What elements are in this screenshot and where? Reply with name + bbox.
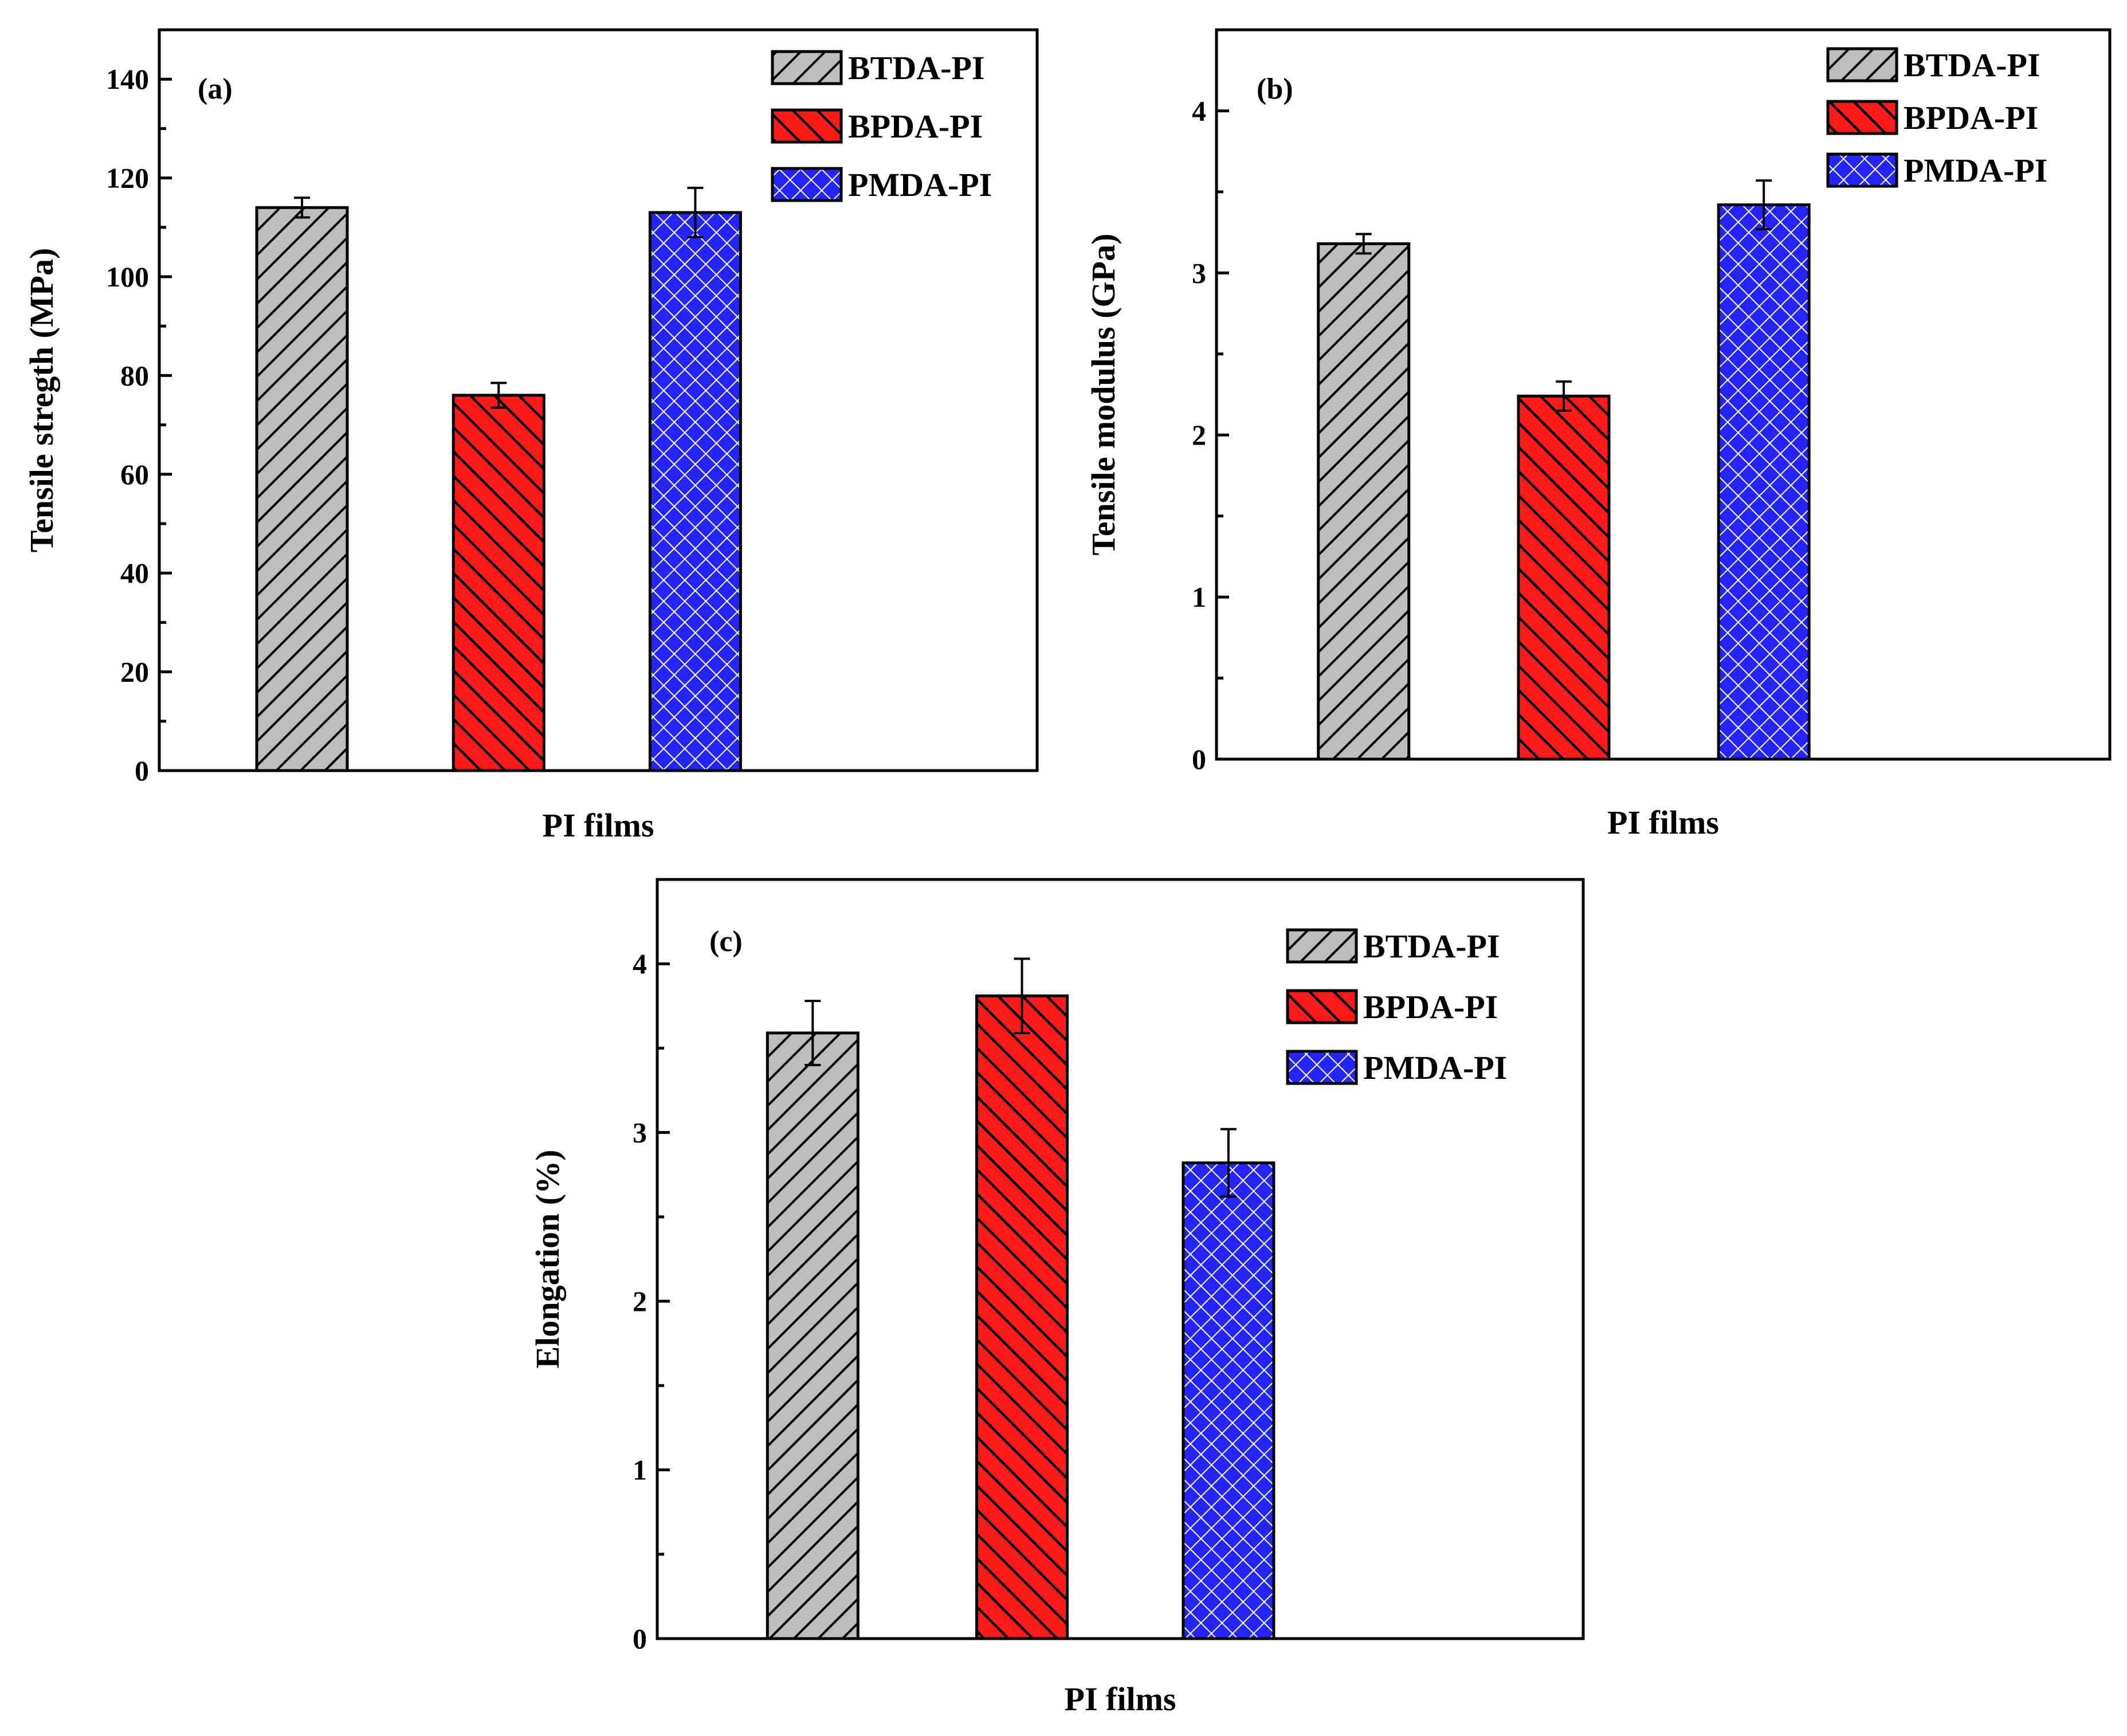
y-tick-label: 1 <box>633 1454 647 1486</box>
x-axis-title: PI films <box>543 807 654 844</box>
y-tick-label: 3 <box>633 1117 647 1149</box>
bar-bpda-pi <box>452 394 546 772</box>
y-tick-label: 80 <box>120 359 149 391</box>
panel-label: (c) <box>709 925 743 958</box>
y-axis-title: Elongation (%) <box>529 1150 566 1369</box>
legend-label: PMDA-PI <box>1904 152 2047 189</box>
plot-frame <box>1215 28 2112 761</box>
legend-swatch-pmda-pi <box>1286 1050 1358 1085</box>
y-tick-label: 140 <box>106 63 149 95</box>
y-tick-label: 2 <box>633 1285 647 1317</box>
panel-label: (a) <box>198 73 233 105</box>
panel-label: (b) <box>1257 73 1293 105</box>
panel-a: 0 20 40 60 80 100 120 140 (a) BTDA-PI BPDA-PI PMDA-… <box>23 28 1039 844</box>
bar-btda-pi <box>255 206 349 772</box>
y-axis-title: Tensile modulus (GPa) <box>1085 234 1122 556</box>
legend-label: BPDA-PI <box>1904 99 2038 136</box>
legend-label: BPDA-PI <box>1363 988 1498 1026</box>
y-tick-label: 4 <box>633 948 647 980</box>
legend-label: PMDA-PI <box>848 166 992 203</box>
y-tick-label: 120 <box>106 162 149 194</box>
y-tick-label: 4 <box>1192 95 1206 127</box>
y-tick-label: 1 <box>1192 581 1206 613</box>
plot-frame <box>656 878 1585 1640</box>
y-tick-label: 3 <box>1192 257 1206 289</box>
panel-b: 0 1 2 3 4 (b) BTDA-PI BPDA-PI PMDA-PI Tensile mod… <box>1085 28 2112 841</box>
legend-label: BPDA-PI <box>848 108 983 145</box>
bar-btda-pi <box>766 1031 860 1640</box>
legend-swatch-btda-pi <box>1826 47 1898 83</box>
legend-label: BTDA-PI <box>1904 46 2040 84</box>
y-tick-label: 2 <box>1192 419 1206 451</box>
y-tick-label: 0 <box>633 1623 647 1655</box>
legend-swatch-bpda-pi <box>1286 989 1358 1024</box>
y-tick-label: 40 <box>120 557 149 589</box>
bar-bpda-pi <box>975 994 1069 1640</box>
bar-bpda-pi <box>1517 394 1611 761</box>
bar-pmda-pi <box>1717 203 1811 761</box>
legend-swatch-btda-pi <box>1286 928 1358 964</box>
legend-label: BTDA-PI <box>848 49 984 87</box>
legend-swatch-btda-pi <box>771 50 843 85</box>
legend-swatch-bpda-pi <box>1826 100 1898 135</box>
y-axis-title: Tensile stregth (MPa) <box>23 248 60 553</box>
y-tick-label: 0 <box>1192 743 1206 775</box>
legend-swatch-pmda-pi <box>1826 152 1898 188</box>
bar-btda-pi <box>1317 242 1411 761</box>
bar-pmda-pi <box>648 211 742 772</box>
plot-frame <box>158 28 1039 772</box>
x-axis-title: PI films <box>1607 804 1719 841</box>
legend-swatch-bpda-pi <box>771 108 843 144</box>
y-tick-label: 20 <box>120 656 149 688</box>
y-tick-label: 0 <box>135 755 149 787</box>
x-axis-title: PI films <box>1065 1680 1176 1718</box>
panel-c: 0 1 2 3 4 (c) BTDA-PI BPDA-PI PMDA-PI Elongation … <box>529 878 1585 1718</box>
y-tick-label: 100 <box>106 261 149 293</box>
y-tick-label: 60 <box>120 458 149 490</box>
bar-pmda-pi <box>1182 1161 1276 1640</box>
legend-label: PMDA-PI <box>1363 1049 1507 1086</box>
legend-label: BTDA-PI <box>1363 928 1500 965</box>
legend-swatch-pmda-pi <box>771 167 843 202</box>
